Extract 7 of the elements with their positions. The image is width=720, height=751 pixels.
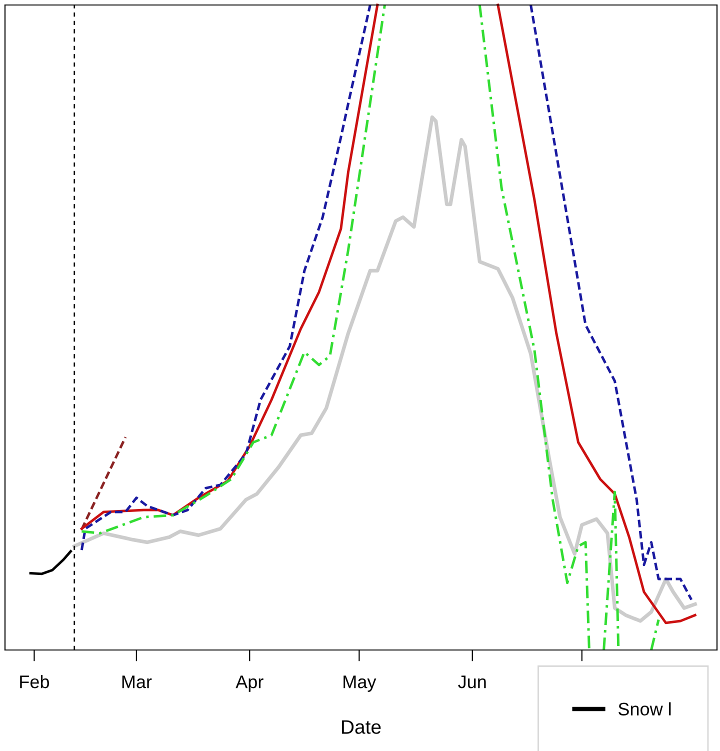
x-tick-label: Feb bbox=[20, 675, 50, 688]
x-tick-label: Apr bbox=[236, 676, 264, 692]
x-tick-label: Mar bbox=[122, 676, 152, 688]
x-tick-label: May bbox=[344, 676, 376, 692]
x-tick-label: Jun bbox=[458, 676, 486, 688]
x-axis-title: Date bbox=[342, 720, 381, 734]
legend-label: Snow l bbox=[618, 702, 671, 716]
